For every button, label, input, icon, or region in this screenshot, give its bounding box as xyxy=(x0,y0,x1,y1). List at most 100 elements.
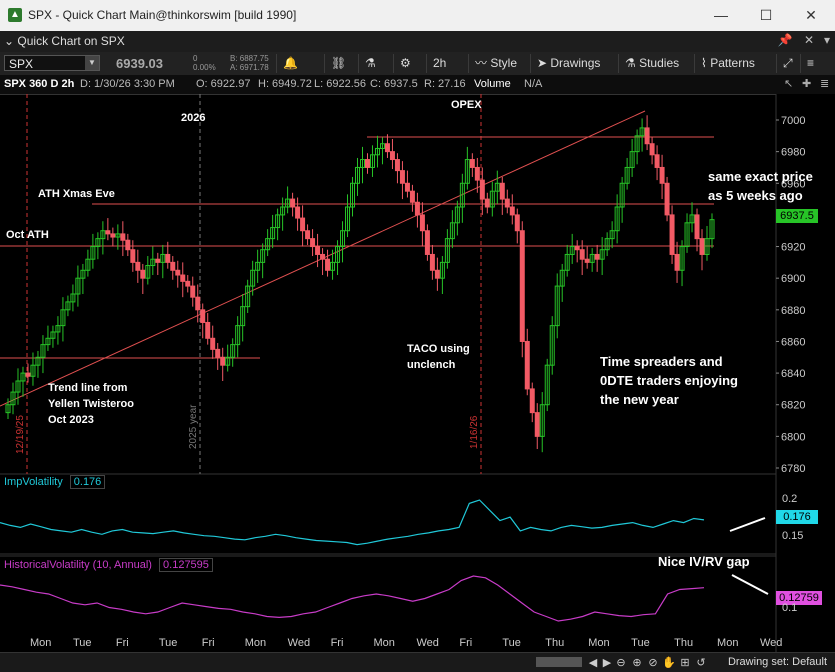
candle-body xyxy=(624,166,630,184)
candle-body xyxy=(245,285,251,308)
ask-price: A: 6971.78 xyxy=(230,63,269,72)
reset-icon[interactable]: ↺ xyxy=(696,657,706,669)
candle-body xyxy=(280,206,286,216)
price-tick: 6960 xyxy=(781,178,805,190)
candle-body xyxy=(694,214,700,240)
candle-body xyxy=(704,238,710,255)
zoom-out-icon[interactable]: ⊖ xyxy=(616,657,626,669)
zoom-in-icon[interactable]: ⊕ xyxy=(632,657,642,669)
alert-button[interactable]: 🔔 xyxy=(276,54,300,73)
candle-body xyxy=(669,214,675,255)
more-button[interactable]: ≡ xyxy=(800,54,822,73)
candle-body xyxy=(155,258,161,263)
patterns-button[interactable]: ⌇ Patterns xyxy=(694,54,774,73)
annotation-ath-xmas: ATH Xmas Eve xyxy=(38,188,115,200)
candle-body xyxy=(369,154,375,168)
candle-body xyxy=(439,261,445,279)
candle-body xyxy=(609,230,615,240)
candle-body xyxy=(459,182,465,208)
candle-body xyxy=(589,253,595,263)
cursor-tool-icon[interactable]: ↖ xyxy=(784,78,794,90)
candle-body xyxy=(265,238,271,251)
panel-menu-icon[interactable]: ▾ xyxy=(823,33,831,47)
candle-body xyxy=(384,143,390,153)
hand-icon[interactable]: ✋ xyxy=(662,657,676,669)
annotation-trend-line: Trend line from Yellen Twisteroo Oct 202… xyxy=(48,380,134,428)
candle-body xyxy=(275,214,281,229)
flask-button[interactable]: ⚗ xyxy=(358,54,382,73)
price-tick: 6820 xyxy=(781,400,805,412)
candle-body xyxy=(85,258,91,271)
iv-series-line xyxy=(0,499,705,546)
iv-value: 0.176 xyxy=(69,475,106,489)
list-icon[interactable]: ≣ xyxy=(820,78,830,90)
window-title-bar: ▲ SPX - Quick Chart Main@thinkorswim [bu… xyxy=(0,0,835,31)
zoom-box-icon[interactable]: ⊞ xyxy=(680,657,690,669)
time-axis-label: Wed xyxy=(416,637,439,649)
candle-body xyxy=(335,246,341,263)
symbol-input[interactable]: SPX ▼ xyxy=(4,55,100,71)
minimize-button[interactable]: — xyxy=(714,7,728,23)
candle-body xyxy=(464,159,470,184)
close-button[interactable]: ✕ xyxy=(805,7,817,23)
window-title: SPX - Quick Chart Main@thinkorswim [buil… xyxy=(28,8,297,22)
annotation-time-3: the new year xyxy=(600,392,679,407)
time-axis-label: Fri xyxy=(459,637,473,649)
candles-group xyxy=(5,115,715,453)
annotation-trend-3: Oct 2023 xyxy=(48,414,94,426)
candle-body xyxy=(594,253,600,260)
candle-body xyxy=(205,321,211,339)
candle-body xyxy=(50,331,56,339)
price-tick: 6900 xyxy=(781,273,805,285)
time-axis-label: Fri xyxy=(201,637,215,649)
candle-body xyxy=(60,309,66,327)
maximize-button[interactable]: ☐ xyxy=(759,7,773,23)
time-axis-label: Mon xyxy=(717,637,739,649)
candle-body xyxy=(215,348,221,358)
symbol-dropdown-icon[interactable]: ▼ xyxy=(85,56,99,70)
scroll-left-icon[interactable]: ◀ xyxy=(588,657,598,669)
time-axis: Mon Tue Fri Tue Fri Mon Wed Fri Mon Wed Fri Tue Thu M… xyxy=(0,636,782,652)
candle-body xyxy=(489,190,495,208)
studies-button[interactable]: ⚗ Studies xyxy=(618,54,692,73)
candle-body xyxy=(469,159,475,168)
candle-body xyxy=(355,166,361,184)
candle-body xyxy=(250,269,256,287)
hv-current-label: 0.12759 xyxy=(776,591,822,605)
symbol-value: SPX xyxy=(9,57,34,71)
close-panel-icon[interactable]: ✕ xyxy=(803,33,815,47)
candle-body xyxy=(374,147,380,156)
iv-tick-top: 0.2 xyxy=(782,493,798,505)
timeframe-button[interactable]: 2h xyxy=(426,54,460,73)
price-chart[interactable]: 7000698069606940692069006880686068406820… xyxy=(0,94,835,652)
candle-body xyxy=(210,337,216,350)
crosshair-icon[interactable]: ✚ xyxy=(802,78,812,90)
annotation-time-spreaders: Time spreaders and 0DTE traders enjoying… xyxy=(600,352,738,409)
style-button[interactable]: 〰 Style xyxy=(468,54,528,73)
time-axis-label: Tue xyxy=(631,637,650,649)
pin-icon[interactable]: 📌 xyxy=(777,33,793,47)
quick-chart-title[interactable]: ⌄ Quick Chart on SPX xyxy=(4,34,125,48)
scroll-right-icon[interactable]: ▶ xyxy=(602,657,612,669)
flask-icon: ⚗ xyxy=(625,56,640,70)
candle-body xyxy=(180,274,186,282)
drawings-button[interactable]: ➤ Drawings xyxy=(530,54,614,73)
expand-button[interactable]: ⤢ xyxy=(776,54,798,73)
candle-body xyxy=(125,239,131,251)
hv-series-line xyxy=(0,575,705,622)
candle-body xyxy=(394,159,400,172)
reset-zoom-icon[interactable]: ⊘ xyxy=(648,657,658,669)
link-button[interactable]: ⛓ xyxy=(324,54,348,73)
time-scrollbar[interactable] xyxy=(536,657,582,667)
candle-body xyxy=(225,356,231,366)
candle-body xyxy=(449,222,455,240)
candle-body xyxy=(424,230,430,255)
annotation-same-price-line2: as 5 weeks ago xyxy=(708,188,803,203)
candle-body xyxy=(444,238,450,263)
candle-body xyxy=(649,143,655,156)
candle-body xyxy=(25,372,31,377)
price-tick: 6800 xyxy=(781,431,805,443)
price-tick: 6920 xyxy=(781,242,805,254)
candle-body xyxy=(190,285,196,298)
settings-button[interactable]: ⚙ xyxy=(393,54,417,73)
